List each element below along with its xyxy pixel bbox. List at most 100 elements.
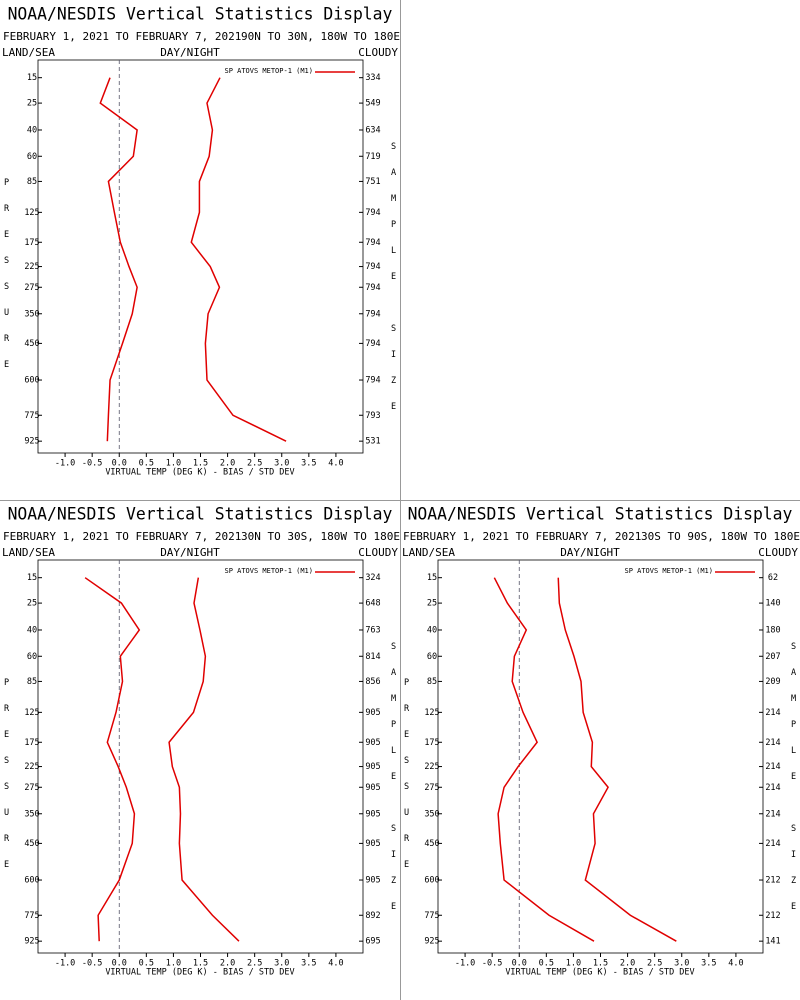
sample-size: 214 bbox=[765, 708, 780, 718]
y-tick-label: 225 bbox=[24, 262, 39, 272]
sample-size: 905 bbox=[365, 809, 380, 819]
title: NOAA/NESDIS Vertical Statistics Display bbox=[8, 5, 393, 24]
y-tick-label: 125 bbox=[24, 208, 39, 218]
x-axis-label: VIRTUAL TEMP (DEG K) - BIAS / STD DEV bbox=[505, 968, 694, 978]
x-tick-label: 0.5 bbox=[539, 959, 554, 969]
y-tick-label: 175 bbox=[424, 738, 439, 748]
plot-frame bbox=[437, 559, 764, 954]
y-tick-label: 225 bbox=[24, 762, 39, 772]
std-dev-line bbox=[557, 577, 677, 942]
date-range: FEBRUARY 1, 2021 TO FEBRUARY 7, 2021 bbox=[3, 30, 241, 43]
sample-size: 905 bbox=[365, 783, 380, 793]
sample-size: 62 bbox=[768, 573, 778, 583]
x-tick-label: 4.0 bbox=[728, 959, 743, 969]
y-tick-label: 40 bbox=[27, 125, 37, 135]
sample-size: 719 bbox=[365, 152, 380, 162]
y-tick-label: 275 bbox=[24, 283, 39, 293]
y-tick-label: 775 bbox=[24, 411, 39, 421]
sample-size: 141 bbox=[765, 937, 780, 947]
y-tick-label: 450 bbox=[24, 839, 39, 849]
y-tick-label: 925 bbox=[424, 937, 439, 947]
sample-size: 207 bbox=[765, 652, 780, 662]
y2-axis-label: SAMPLE SIZE bbox=[389, 642, 399, 928]
sample-size: 324 bbox=[365, 573, 380, 583]
x-tick-label: 1.5 bbox=[593, 959, 608, 969]
sample-size: 209 bbox=[765, 677, 780, 687]
legend-label: SP ATOVS METOP-1 (M1) bbox=[224, 567, 313, 575]
x-tick-label: 2.0 bbox=[220, 459, 235, 469]
sample-size: 531 bbox=[365, 437, 380, 447]
x-tick-label: 3.5 bbox=[701, 959, 716, 969]
std-dev-line bbox=[190, 77, 287, 442]
sample-size: 214 bbox=[765, 839, 780, 849]
sample-size: 549 bbox=[365, 99, 380, 109]
region: 30S TO 90S, 180W TO 180E bbox=[641, 530, 800, 543]
region: 30N TO 30S, 180W TO 180E bbox=[241, 530, 400, 543]
y-tick-label: 25 bbox=[427, 599, 437, 609]
sample-size: 905 bbox=[365, 738, 380, 748]
x-tick-label: 3.5 bbox=[301, 959, 316, 969]
sample-size: 648 bbox=[365, 599, 380, 609]
region: 90N TO 30N, 180W TO 180E bbox=[241, 30, 400, 43]
y-tick-label: 275 bbox=[24, 783, 39, 793]
land-sea: LAND/SEA bbox=[2, 546, 55, 559]
y-axis-label: PRESSURE bbox=[402, 678, 412, 886]
title: NOAA/NESDIS Vertical Statistics Display bbox=[8, 505, 393, 524]
y-tick-label: 350 bbox=[24, 809, 39, 819]
x-tick-label: 3.0 bbox=[274, 959, 289, 969]
x-tick-label: 3.0 bbox=[674, 959, 689, 969]
sample-size: 905 bbox=[365, 708, 380, 718]
y-tick-label: 40 bbox=[27, 625, 37, 635]
panel: NOAA/NESDIS Vertical Statistics Display F… bbox=[2, 505, 400, 978]
day-night: DAY/NIGHT bbox=[160, 46, 220, 59]
y-tick-label: 275 bbox=[424, 783, 439, 793]
y2-axis-label: SAMPLE SIZE bbox=[389, 142, 399, 428]
y-tick-label: 25 bbox=[27, 99, 37, 109]
y-tick-label: 350 bbox=[24, 309, 39, 319]
cloudy: CLOUDY bbox=[358, 46, 398, 59]
std-dev-line bbox=[168, 577, 240, 942]
x-tick-label: 1.5 bbox=[193, 959, 208, 969]
y-tick-label: 350 bbox=[424, 809, 439, 819]
title: NOAA/NESDIS Vertical Statistics Display bbox=[408, 505, 793, 524]
plot-frame bbox=[37, 559, 364, 954]
sample-size: 695 bbox=[365, 937, 380, 947]
bias-line bbox=[99, 77, 138, 442]
y-tick-label: 175 bbox=[24, 238, 39, 248]
sample-size: 214 bbox=[765, 738, 780, 748]
legend-label: SP ATOVS METOP-1 (M1) bbox=[624, 567, 713, 575]
y-tick-label: 925 bbox=[24, 937, 39, 947]
x-tick-label: -1.0 bbox=[55, 959, 75, 969]
sample-size: 794 bbox=[365, 208, 380, 218]
sample-size: 905 bbox=[365, 839, 380, 849]
bias-line bbox=[84, 577, 141, 942]
sample-size: 214 bbox=[765, 762, 780, 772]
sample-size: 334 bbox=[365, 73, 380, 83]
sample-size: 180 bbox=[765, 625, 780, 635]
x-axis-label: VIRTUAL TEMP (DEG K) - BIAS / STD DEV bbox=[105, 968, 294, 978]
plot-frame bbox=[37, 59, 364, 454]
x-tick-label: 1.0 bbox=[166, 959, 181, 969]
x-tick-label: 2.5 bbox=[247, 959, 262, 969]
sample-size: 634 bbox=[365, 125, 380, 135]
y-axis-label: PRESSURE bbox=[2, 678, 12, 886]
y-tick-label: 450 bbox=[24, 339, 39, 349]
land-sea: LAND/SEA bbox=[2, 46, 55, 59]
sample-size: 140 bbox=[765, 599, 780, 609]
x-axis-label: VIRTUAL TEMP (DEG K) - BIAS / STD DEV bbox=[105, 468, 294, 478]
y-tick-label: 125 bbox=[24, 708, 39, 718]
sample-size: 794 bbox=[365, 339, 380, 349]
date-range: FEBRUARY 1, 2021 TO FEBRUARY 7, 2021 bbox=[403, 530, 641, 543]
sample-size: 212 bbox=[765, 876, 780, 886]
x-tick-label: 0.0 bbox=[112, 959, 127, 969]
y-axis-label: PRESSURE bbox=[2, 178, 12, 386]
x-tick-label: 4.0 bbox=[328, 959, 343, 969]
x-tick-label: 2.0 bbox=[620, 959, 635, 969]
land-sea: LAND/SEA bbox=[402, 546, 455, 559]
y-tick-label: 925 bbox=[24, 437, 39, 447]
x-tick-label: -0.5 bbox=[82, 459, 102, 469]
y-tick-label: 450 bbox=[424, 839, 439, 849]
y-tick-label: 15 bbox=[27, 573, 37, 583]
